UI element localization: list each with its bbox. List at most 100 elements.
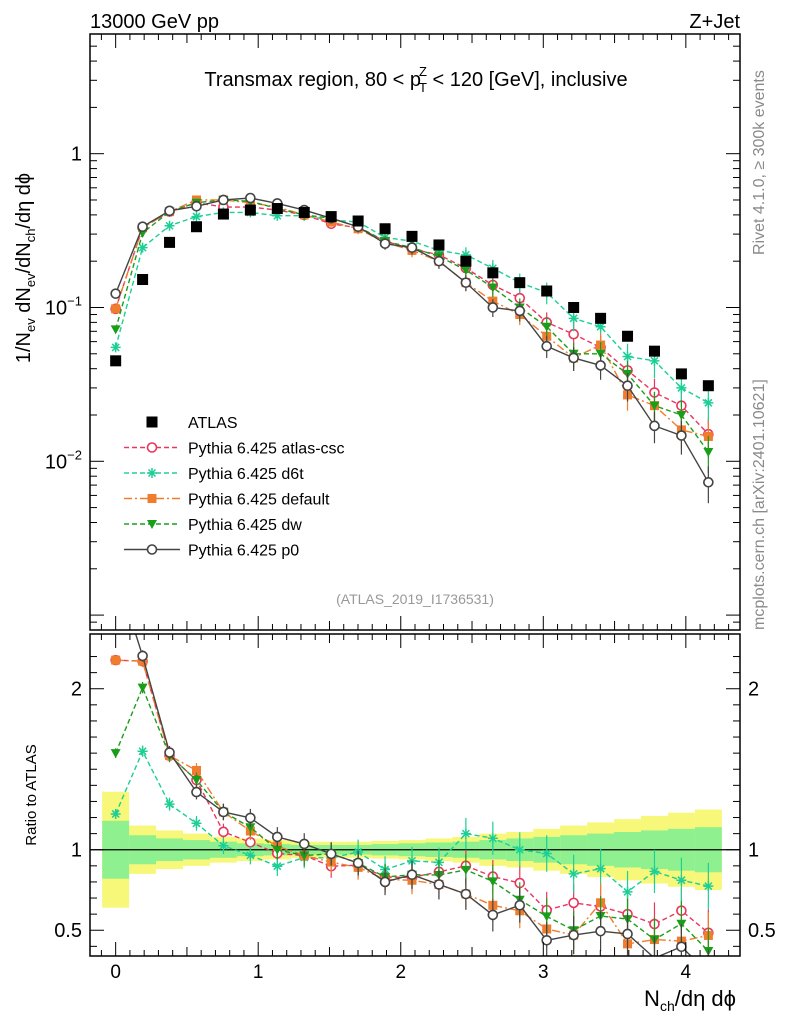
data-point-atlas <box>541 285 553 297</box>
data-point-atlas <box>298 206 310 218</box>
ratio-point-dw-shape <box>245 823 256 833</box>
data-point-atlas-shape <box>271 203 283 215</box>
data-point-atlas <box>244 204 256 216</box>
plot-title-sup: Z <box>419 64 427 79</box>
ratio-point-d6t-shape <box>703 881 714 892</box>
ratio-point-d6t-shape <box>164 799 175 810</box>
series-point-d6t <box>703 397 714 408</box>
ratio-point-d6t <box>110 808 121 819</box>
series-point-p0-shape <box>622 380 633 392</box>
main-y-axis-label-a: 1/N <box>13 332 35 363</box>
series-point-d6t-shape <box>595 321 606 332</box>
data-point-atlas <box>622 330 634 342</box>
series-point-default-shape <box>111 304 121 314</box>
main-y-axis-label-f: ch <box>23 229 38 243</box>
series-point-d6t-shape <box>272 210 283 221</box>
series-point-d6t-shape <box>703 397 714 408</box>
main-y-tick-base: 10 <box>45 297 67 319</box>
series-point-p0 <box>164 205 175 217</box>
series-point-dw <box>110 325 121 335</box>
series-point-p0 <box>541 340 553 352</box>
ratio-point-p0 <box>487 909 499 921</box>
series-point-dw-shape <box>676 410 687 420</box>
legend-marker-atlas <box>146 416 158 428</box>
main-y-axis-label-g: /dη dϕ <box>13 173 35 229</box>
series-point-p0 <box>110 288 121 299</box>
data-point-atlas <box>352 215 364 227</box>
ratio-point-p0-shape <box>676 941 687 953</box>
ratio-point-d6t <box>514 844 525 855</box>
data-point-atlas-shape <box>352 215 364 227</box>
ratio-point-p0-shape <box>379 876 391 888</box>
legend-label-p0: Pythia 6.425 p0 <box>188 543 299 560</box>
data-point-atlas <box>406 230 418 242</box>
data-point-atlas <box>675 368 687 380</box>
ratio-point-p0 <box>433 879 445 890</box>
ratio-point-p0-shape <box>622 928 633 940</box>
legend-label-default: Pythia 6.425 default <box>188 492 330 509</box>
main-y-axis-label-b: ev <box>23 318 38 332</box>
series-point-dw-shape <box>649 401 660 411</box>
ratio-y-tick-label-left: 2 <box>71 679 82 701</box>
x-tick-label: 3 <box>538 962 549 983</box>
ratio-point-dw <box>299 851 310 861</box>
x-axis-label: Nch/dη dϕ <box>644 986 736 1014</box>
data-point-atlas <box>379 223 391 235</box>
ratio-point-p0 <box>460 888 472 900</box>
ratio-point-p0 <box>595 925 606 937</box>
ratio-point-d6t <box>568 868 579 879</box>
x-axis-label-c: /dη dϕ <box>675 986 736 1011</box>
series-point-p0 <box>649 420 660 432</box>
x-tick-label: 2 <box>395 962 406 983</box>
series-point-p0 <box>514 305 526 317</box>
data-point-atlas-shape <box>325 211 337 223</box>
main-y-tick-label: 1 <box>71 144 82 166</box>
ratio-point-p0 <box>245 812 256 824</box>
ratio-point-dw-shape <box>272 845 283 855</box>
ratio-y-tick-label-right: 1 <box>748 840 759 862</box>
series-point-p0-shape <box>433 255 445 267</box>
ratio-point-p0 <box>298 838 310 850</box>
data-point-atlas <box>487 267 499 279</box>
ratio-point-p0 <box>541 935 553 946</box>
data-point-atlas-shape <box>110 355 122 367</box>
series-point-d6t <box>595 321 606 332</box>
data-point-atlas <box>164 236 176 248</box>
header-collision-label: 13000 GeV pp <box>90 11 219 33</box>
ratio-point-p0 <box>272 831 283 843</box>
x-axis-label-a: N <box>644 986 660 1011</box>
x-tick-label: 0 <box>110 962 121 983</box>
data-point-atlas <box>514 277 526 289</box>
legend-marker-dw-shape <box>147 520 157 529</box>
ratio-point-dw <box>541 912 552 922</box>
series-point-d6t-shape <box>568 313 579 324</box>
series-point-dw-shape <box>703 447 714 457</box>
ratio-point-d6t-shape <box>487 833 498 844</box>
main-axis-layer: 110−110−2 <box>45 33 740 631</box>
ratio-point-p0 <box>622 928 633 940</box>
series-point-p0-shape <box>110 288 121 299</box>
series-point-p0-shape <box>218 194 229 206</box>
ratio-marks-layer <box>90 634 740 956</box>
main-y-tick-exp: −2 <box>67 447 82 462</box>
ratio-point-dw <box>191 776 202 786</box>
ratio-frame <box>89 633 741 957</box>
ratio-point-dw <box>676 919 687 929</box>
legend-marker-atlascsc-shape <box>146 442 158 453</box>
ratio-point-p0-shape <box>325 848 337 860</box>
data-point-atlas-shape <box>702 380 714 392</box>
ratio-point-d6t <box>649 866 660 877</box>
ratio-point-d6t <box>164 799 175 810</box>
series-point-dw-shape <box>487 283 498 293</box>
ratio-point-d6t-shape <box>110 808 121 819</box>
ratio-point-dw-shape <box>541 912 552 922</box>
series-point-d6t <box>649 355 660 366</box>
ratio-point-p0-shape <box>514 899 526 911</box>
ratio-point-d6t-shape <box>541 848 552 859</box>
series-point-p0-shape <box>137 221 148 233</box>
series-point-p0 <box>676 430 687 441</box>
ratio-point-atlascsc-shape <box>568 897 579 909</box>
main-y-axis-label-e: /dN <box>13 242 35 273</box>
series-point-d6t <box>137 242 148 253</box>
ratio-point-p0 <box>406 869 418 881</box>
